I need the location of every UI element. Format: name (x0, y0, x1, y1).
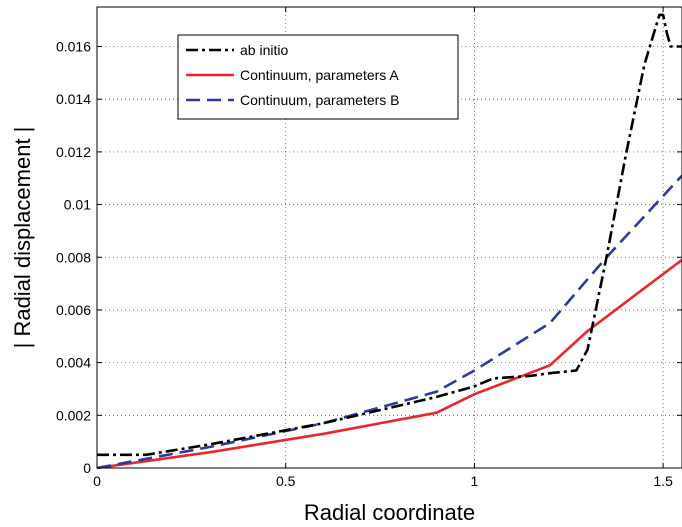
y-tick-label: 0.016 (56, 39, 91, 55)
series-layer (96, 13, 682, 470)
y-tick-label: 0 (83, 460, 91, 476)
x-tick-label: 0.5 (276, 473, 296, 489)
legend: ab initio Continuum, parameters A Continuu… (177, 34, 459, 120)
axis-ticks: 0 0.5 1 1.5 0 0.002 0.004 0.006 0.008 0.01 0.012 0.… (56, 7, 682, 489)
y-tick-label: 0.006 (56, 302, 91, 318)
y-tick-label: 0.014 (56, 91, 91, 107)
legend-box (177, 34, 459, 120)
y-tick-label: 0.004 (56, 355, 91, 371)
x-tick-label: 1.5 (653, 473, 673, 489)
x-axis-label: Radial coordinate (304, 500, 475, 525)
y-tick-label: 0.008 (56, 249, 91, 265)
x-tick-label: 1 (471, 473, 479, 489)
legend-label: ab initio (240, 42, 288, 58)
y-axis-label: | Radial displacement | (10, 127, 35, 349)
series-line-0 (97, 13, 682, 457)
legend-label: Continuum, parameters B (240, 92, 400, 108)
series-line-2 (96, 174, 682, 470)
y-tick-label: 0.01 (64, 197, 91, 213)
y-tick-label: 0.012 (56, 144, 91, 160)
x-tick-label: 0 (93, 473, 101, 489)
plot-frame (96, 6, 682, 469)
legend-label: Continuum, parameters A (240, 67, 399, 83)
y-tick-label: 0.002 (56, 407, 91, 423)
series-line-1 (96, 258, 682, 470)
